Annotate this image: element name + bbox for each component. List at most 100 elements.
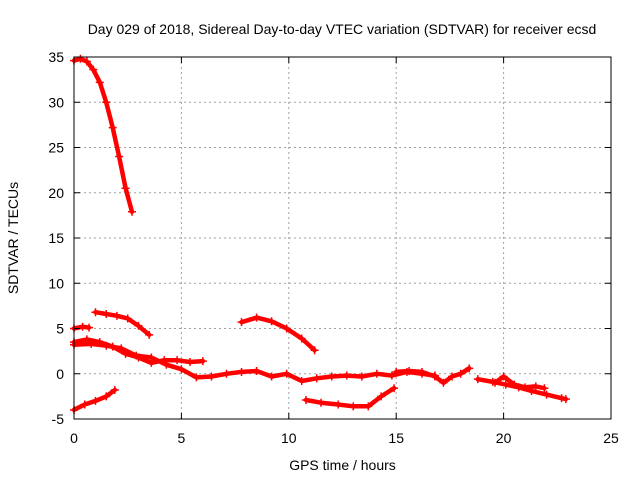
data-point bbox=[417, 367, 426, 376]
y-axis-ticks: -5 0 5 10 15 20 25 30 35 bbox=[48, 49, 611, 427]
data-point bbox=[121, 184, 130, 193]
data-point bbox=[357, 372, 366, 381]
data-point bbox=[448, 372, 457, 381]
y-tick-label: 5 bbox=[56, 321, 64, 337]
data-point bbox=[405, 367, 414, 376]
series-arc-11 bbox=[491, 372, 549, 393]
series-arc-1 bbox=[70, 54, 136, 216]
y-tick-label: -5 bbox=[52, 411, 65, 427]
data-point bbox=[387, 371, 396, 380]
y-tick-label: 0 bbox=[56, 366, 64, 382]
data-point bbox=[392, 367, 401, 376]
data-point bbox=[91, 308, 100, 317]
data-point bbox=[117, 344, 126, 353]
series-arc-7 bbox=[237, 313, 319, 355]
data-point bbox=[473, 375, 482, 384]
data-point bbox=[132, 351, 141, 360]
data-point bbox=[439, 378, 448, 387]
data-point bbox=[115, 152, 124, 161]
data-point bbox=[312, 374, 321, 383]
chart-title: Day 029 of 2018, Sidereal Day-to-day VTE… bbox=[88, 21, 597, 37]
y-tick-label: 20 bbox=[48, 185, 64, 201]
data-point bbox=[521, 383, 530, 392]
data-point bbox=[301, 395, 310, 404]
x-tick-label: 20 bbox=[496, 430, 512, 446]
series-arc-8 bbox=[301, 384, 399, 411]
data-point bbox=[334, 400, 343, 409]
data-point bbox=[499, 372, 508, 381]
data-point bbox=[102, 392, 111, 401]
data-point bbox=[430, 372, 439, 381]
y-tick-label: 25 bbox=[48, 140, 64, 156]
x-tick-label: 10 bbox=[281, 430, 297, 446]
data-point bbox=[377, 392, 386, 401]
data-point bbox=[127, 207, 136, 216]
data-point bbox=[185, 357, 194, 366]
data-point bbox=[134, 321, 143, 330]
data-point bbox=[510, 380, 519, 389]
data-point bbox=[372, 369, 381, 378]
data-point bbox=[310, 346, 319, 355]
series-layer bbox=[70, 54, 570, 414]
series-line bbox=[71, 56, 135, 215]
x-tick-label: 5 bbox=[178, 430, 186, 446]
data-point bbox=[80, 400, 89, 409]
series-arc-3 bbox=[91, 308, 154, 339]
data-point bbox=[456, 369, 465, 378]
x-axis-ticks: 0 5 10 15 20 25 bbox=[70, 57, 619, 446]
data-point bbox=[349, 402, 358, 411]
data-point bbox=[390, 384, 399, 393]
data-point bbox=[540, 384, 549, 393]
data-point bbox=[327, 372, 336, 381]
series-arc-2 bbox=[70, 322, 94, 333]
data-point bbox=[87, 339, 96, 348]
series-line bbox=[93, 309, 152, 338]
data-point bbox=[252, 313, 261, 322]
data-point bbox=[542, 390, 551, 399]
data-point bbox=[364, 402, 373, 411]
data-point bbox=[95, 78, 104, 87]
data-point bbox=[123, 314, 132, 323]
data-point bbox=[207, 372, 216, 381]
data-point bbox=[222, 369, 231, 378]
data-point bbox=[267, 317, 276, 326]
data-point bbox=[237, 318, 246, 327]
data-point bbox=[297, 376, 306, 385]
data-point bbox=[282, 324, 291, 333]
data-point bbox=[177, 365, 186, 374]
y-tick-label: 10 bbox=[48, 275, 64, 291]
data-point bbox=[282, 369, 291, 378]
data-point bbox=[465, 364, 474, 373]
data-point bbox=[317, 398, 326, 407]
y-tick-label: 15 bbox=[48, 230, 64, 246]
series-line bbox=[71, 341, 438, 384]
data-point bbox=[102, 341, 111, 350]
x-tick-label: 15 bbox=[388, 430, 404, 446]
x-tick-label: 0 bbox=[70, 430, 78, 446]
data-point bbox=[110, 386, 119, 395]
grid-layer bbox=[74, 57, 611, 419]
series-arc-6 bbox=[70, 339, 439, 385]
data-point bbox=[198, 357, 207, 366]
data-point bbox=[267, 372, 276, 381]
series-line bbox=[239, 315, 317, 353]
data-point bbox=[147, 353, 156, 362]
data-point bbox=[252, 367, 261, 376]
data-point bbox=[91, 396, 100, 405]
series-line bbox=[71, 387, 118, 413]
y-axis-label: SDTVAR / TECUs bbox=[5, 182, 21, 294]
data-point bbox=[108, 123, 117, 132]
data-point bbox=[82, 57, 91, 66]
data-point bbox=[85, 323, 94, 332]
y-tick-label: 35 bbox=[48, 49, 64, 65]
data-point bbox=[237, 367, 246, 376]
data-point bbox=[192, 373, 201, 382]
data-point bbox=[89, 65, 98, 74]
data-point bbox=[501, 380, 510, 389]
data-point bbox=[342, 371, 351, 380]
x-tick-label: 25 bbox=[603, 430, 619, 446]
x-axis-label: GPS time / hours bbox=[289, 457, 396, 473]
data-point bbox=[557, 394, 566, 403]
